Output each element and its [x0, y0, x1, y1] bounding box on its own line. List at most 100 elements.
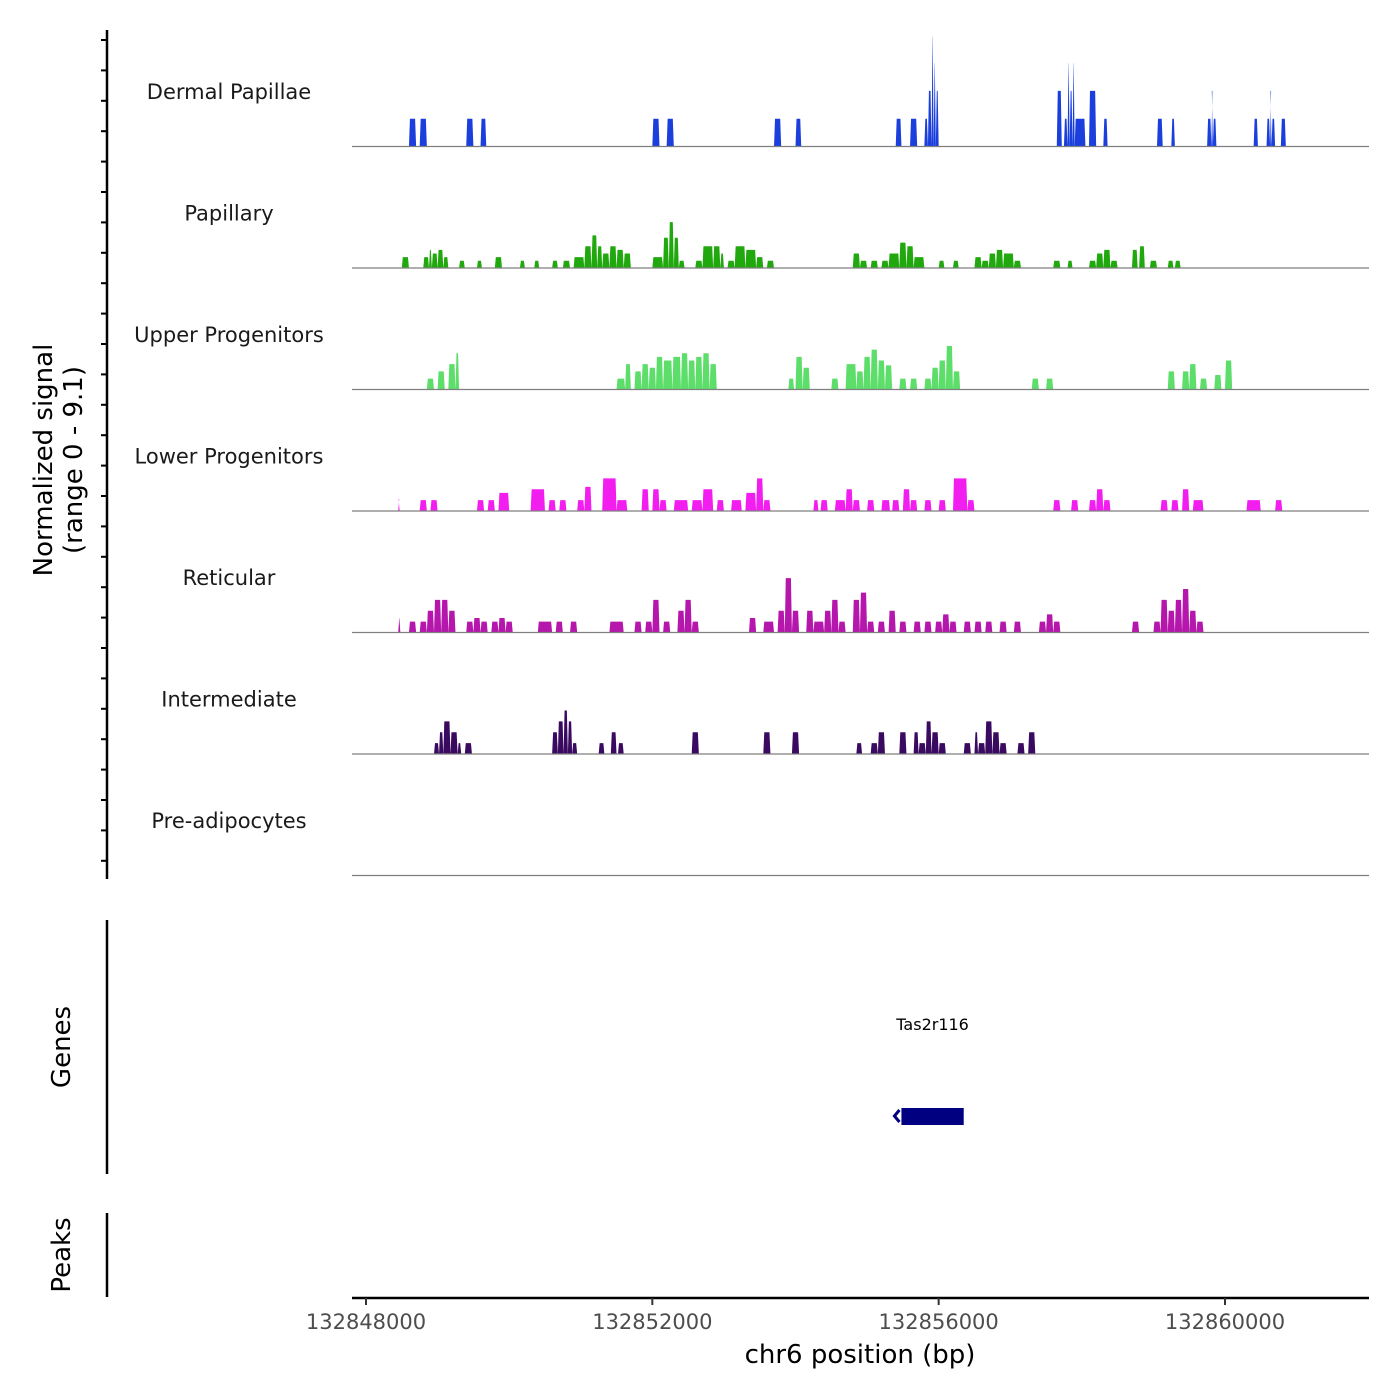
signal-bar [1056, 90, 1062, 147]
signal-bar [609, 246, 617, 268]
signal-bar [731, 500, 742, 511]
signal-bar [408, 118, 417, 147]
signal-bar [519, 260, 525, 268]
signal-bar [763, 732, 771, 754]
track-reticular: Reticular [183, 566, 1369, 634]
signal-bar [625, 364, 631, 390]
signal-bar [431, 253, 438, 268]
track-label: Reticular [183, 566, 276, 590]
track-label: Dermal Papillae [147, 80, 311, 104]
track-papillary: Papillary [184, 202, 1369, 269]
signal-bar [1189, 610, 1197, 633]
signal-bar [437, 249, 444, 268]
signal-bar [1174, 260, 1181, 268]
signal-bar [791, 732, 800, 754]
signal-bar [408, 621, 417, 633]
signal-bar [1275, 500, 1283, 511]
signal-bar [609, 621, 624, 633]
signal-bar [1189, 364, 1197, 390]
signal-bar [695, 260, 703, 268]
signal-bar [1131, 621, 1140, 633]
signal-bar [552, 732, 558, 754]
signal-bar [552, 260, 558, 268]
signal-bar [1182, 371, 1190, 390]
signal-bar [1182, 489, 1190, 511]
signal-bar [584, 246, 592, 268]
signal-bar [1103, 500, 1111, 511]
signal-bar [870, 743, 878, 754]
signal-bar [952, 478, 968, 511]
signal-bar [831, 599, 839, 633]
signal-bar [534, 260, 540, 268]
signal-bar [1031, 378, 1039, 390]
signal-bar [795, 356, 803, 390]
signal-bar [677, 610, 685, 633]
signal-bar [910, 378, 918, 390]
signal-bar [888, 610, 896, 633]
track-label: Upper Progenitors [134, 323, 324, 347]
signal-bar [648, 367, 656, 390]
signal-bar [691, 500, 703, 511]
signal-bar [1149, 260, 1157, 268]
signal-bar [924, 118, 928, 147]
signal-bar [716, 500, 724, 511]
signal-bar [838, 621, 846, 633]
signal-bar [476, 500, 485, 511]
signal-bar [856, 743, 863, 754]
signal-bar [401, 257, 409, 268]
signal-bar [1153, 621, 1161, 633]
x-tick-label: 132852000 [592, 1310, 712, 1334]
genes-panel: Tas2r116 [892, 1015, 969, 1125]
signal-bar [877, 732, 885, 754]
signal-bar [455, 353, 460, 390]
signal-bar [763, 621, 775, 633]
signal-bar [1017, 743, 1025, 754]
signal-bar [1192, 500, 1204, 511]
signal-bar [1038, 621, 1047, 633]
signal-bar [1067, 260, 1073, 268]
signal-bar [1096, 489, 1104, 511]
signal-bar [464, 743, 472, 754]
signal-bar [1156, 118, 1163, 147]
signal-bar [684, 599, 692, 633]
signal-bar [557, 721, 564, 754]
signal-bar [1171, 500, 1179, 511]
signal-bar [888, 253, 900, 268]
signal-bar [1212, 118, 1217, 147]
signal-bar [555, 621, 563, 633]
signal-bar [974, 257, 982, 268]
signal-bar [1103, 249, 1111, 268]
signal-bar [505, 621, 513, 633]
signal-bar [938, 260, 945, 268]
signal-bar [899, 732, 907, 754]
signal-bar [999, 743, 1007, 754]
signal-bar [852, 500, 860, 511]
signal-bar [938, 360, 946, 390]
signal-bar [663, 237, 669, 268]
signal-bar [695, 356, 703, 390]
signal-bar [1046, 614, 1054, 633]
signal-bar [530, 489, 545, 511]
signal-bar [945, 345, 953, 390]
signal-bar [702, 246, 714, 268]
signal-bar [702, 353, 710, 390]
signal-bar [1280, 118, 1286, 147]
signal-bar [570, 621, 578, 633]
signal-bar [680, 353, 689, 390]
signal-bar [899, 378, 907, 390]
signal-bar [1160, 599, 1168, 633]
signal-bar [419, 118, 427, 147]
signal-bar [813, 621, 825, 633]
signal-bar [1246, 500, 1261, 511]
signal-bar [437, 371, 445, 390]
signal-bar [974, 732, 979, 754]
signal-bar [949, 621, 957, 633]
signal-bar [985, 621, 993, 633]
signal-bar [641, 364, 649, 390]
gene-body [901, 1108, 964, 1125]
signal-bar [634, 621, 642, 633]
signal-bar [870, 349, 878, 390]
track-intermediate: Intermediate [161, 688, 1369, 755]
signal-bar [1214, 374, 1222, 390]
signal-bar [598, 743, 605, 754]
